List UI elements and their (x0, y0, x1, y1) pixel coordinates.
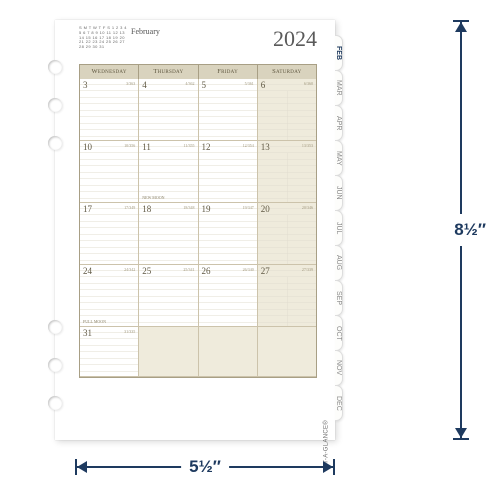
moon-phase: NEW MOON (142, 195, 164, 200)
month-tab-nov[interactable]: NOV (335, 350, 343, 386)
day-of-year: 25/341 (183, 267, 194, 272)
day-cell: 24 24/342 FULL MOON (80, 265, 139, 327)
day-cell: 31 31/335 (80, 327, 139, 377)
empty-cell (139, 327, 198, 377)
day-header: Saturday (258, 65, 316, 79)
binder-hole (48, 358, 62, 372)
month-tab-feb[interactable]: FEB (335, 35, 343, 71)
day-header: Friday (199, 65, 258, 79)
binder-hole (48, 98, 62, 112)
day-header: Wednesday (80, 65, 139, 79)
week-row: 24 24/342 FULL MOON 25 25/341 26 26/340 27 27/33… (80, 265, 316, 327)
binder-hole (48, 396, 62, 410)
day-cell: 10 10/356 (80, 141, 139, 203)
calendar-grid: WednesdayThursdayFridaySaturday 33/36344… (79, 64, 317, 378)
year-label: 2024 (273, 26, 317, 52)
binder-hole (48, 136, 62, 150)
day-of-year: 17/349 (124, 205, 135, 210)
week-row: 17 17/349 18 18/348 19 19/347 20 20/346 (80, 203, 316, 265)
height-dimension: 8½″ (422, 20, 482, 440)
day-cell: 26 26/340 (199, 265, 258, 327)
day-number: 3 (83, 80, 88, 90)
day-of-year: 3/363 (126, 81, 135, 86)
day-cell: 4 4/362 (139, 79, 198, 141)
width-dimension: 5½″ (75, 450, 335, 484)
day-of-year: 13/353 (302, 143, 313, 148)
month-tab-apr[interactable]: APR (335, 105, 343, 141)
day-number: 24 (83, 266, 92, 276)
day-number: 25 (142, 266, 151, 276)
day-of-year: 19/347 (243, 205, 254, 210)
planner-page: S M T W T F S 1 2 3 4 5 6 7 8 9 10 11 12… (55, 20, 335, 440)
day-header: Thursday (139, 65, 198, 79)
moon-phase: FULL MOON (83, 319, 106, 324)
month-tab-sep[interactable]: SEP (335, 280, 343, 316)
day-number: 26 (202, 266, 211, 276)
day-number: 27 (261, 266, 270, 276)
day-of-year: 6/360 (304, 81, 313, 86)
day-of-year: 4/362 (185, 81, 194, 86)
week-row: 31 31/335 (80, 327, 316, 377)
day-number: 13 (261, 142, 270, 152)
month-tab-dec[interactable]: DEC (335, 385, 343, 421)
day-cell: 13 13/353 (258, 141, 316, 203)
week-row: 3 3/363 4 4/362 5 5/361 6 6/360 (80, 79, 316, 141)
day-of-year: 11/355 (184, 143, 195, 148)
day-number: 4 (142, 80, 147, 90)
day-of-year: 24/342 (124, 267, 135, 272)
day-of-year: 27/339 (302, 267, 313, 272)
day-number: 6 (261, 80, 266, 90)
day-of-year: 20/346 (302, 205, 313, 210)
week-row: 10 10/356 11 11/355 NEW MOON 12 12/354 13 13/353 (80, 141, 316, 203)
day-number: 18 (142, 204, 151, 214)
month-tab-jun[interactable]: JUN (335, 175, 343, 211)
month-tab-oct[interactable]: OCT (335, 315, 343, 351)
day-of-year: 5/361 (245, 81, 254, 86)
day-cell: 3 3/363 (80, 79, 139, 141)
month-tab-may[interactable]: MAY (335, 140, 343, 176)
day-cell: 17 17/349 (80, 203, 139, 265)
day-of-year: 18/348 (183, 205, 194, 210)
day-of-year: 31/335 (124, 329, 135, 334)
day-cell: 19 19/347 (199, 203, 258, 265)
day-of-year: 12/354 (243, 143, 254, 148)
day-of-year: 26/340 (243, 267, 254, 272)
month-tabs: FEBMARAPRMAYJUNJULAUGSEPOCTNOVDEC (335, 35, 371, 420)
width-value: 5½″ (181, 457, 229, 477)
month-label: February (131, 27, 160, 36)
month-tab-aug[interactable]: AUG (335, 245, 343, 281)
day-cell: 12 12/354 (199, 141, 258, 203)
day-number: 11 (142, 142, 151, 152)
day-number: 10 (83, 142, 92, 152)
month-tab-mar[interactable]: MAR (335, 70, 343, 106)
month-tab-jul[interactable]: JUL (335, 210, 343, 246)
day-cell: 5 5/361 (199, 79, 258, 141)
day-cell: 6 6/360 (258, 79, 316, 141)
page-header: S M T W T F S 1 2 3 4 5 6 7 8 9 10 11 12… (55, 20, 335, 64)
empty-cell (199, 327, 258, 377)
binder-hole (48, 320, 62, 334)
day-number: 19 (202, 204, 211, 214)
day-number: 12 (202, 142, 211, 152)
day-number: 5 (202, 80, 207, 90)
day-number: 17 (83, 204, 92, 214)
height-value: 8½″ (438, 214, 486, 246)
day-cell: 20 20/346 (258, 203, 316, 265)
day-number: 31 (83, 328, 92, 338)
day-cell: 27 27/339 (258, 265, 316, 327)
day-number: 20 (261, 204, 270, 214)
day-cell: 11 11/355 NEW MOON (139, 141, 198, 203)
day-cell: 25 25/341 (139, 265, 198, 327)
day-of-year: 10/356 (124, 143, 135, 148)
mini-calendar: S M T W T F S 1 2 3 4 5 6 7 8 9 10 11 12… (79, 26, 127, 50)
day-header-row: WednesdayThursdayFridaySaturday (80, 65, 316, 79)
day-cell: 18 18/348 (139, 203, 198, 265)
empty-cell (258, 327, 316, 377)
